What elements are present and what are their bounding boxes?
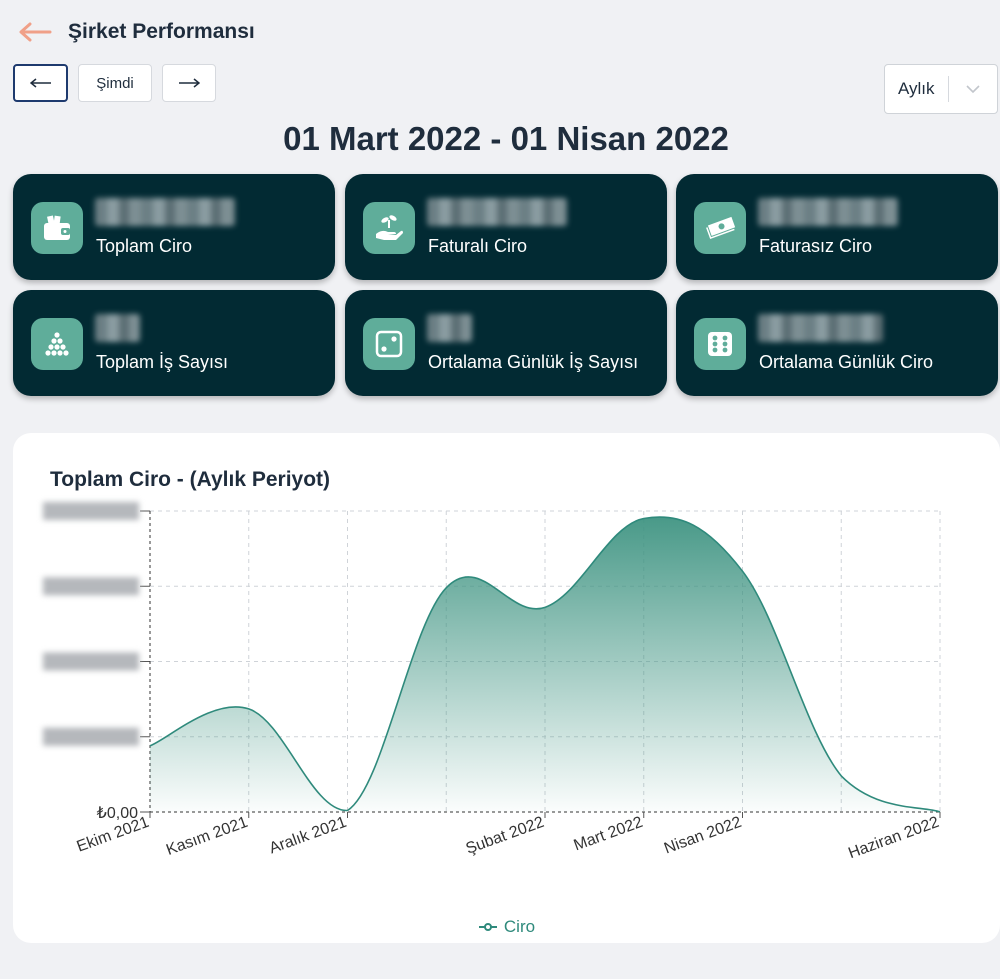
card-label: Toplam Ciro: [96, 236, 193, 256]
chart-card: Toplam Ciro - (Aylık Periyot) ₺0,00 Ekim …: [13, 433, 1000, 943]
y-tick-label: ₺0,00: [97, 805, 138, 822]
card-toplam-is-sayisi: Toplam İş Sayısı: [13, 290, 335, 396]
legend-label: Ciro: [503, 917, 536, 936]
card-label: Toplam İş Sayısı: [96, 352, 229, 372]
series-area-ciro: [150, 516, 940, 812]
hand-plant-icon: [363, 202, 415, 254]
y-tick-label-redacted: [43, 727, 139, 746]
y-tick-label-redacted: [43, 652, 139, 671]
x-tick-label: Haziran 2022: [846, 814, 941, 863]
period-select[interactable]: Aylık: [884, 64, 998, 114]
next-period-button[interactable]: [162, 64, 216, 102]
chevron-down-icon: [949, 84, 997, 94]
arrow-right-icon: [179, 78, 200, 88]
card-label: Faturalı Ciro: [428, 236, 528, 256]
wallet-icon: [31, 202, 83, 254]
card-label: Faturasız Ciro: [759, 236, 873, 256]
cash-stack-icon: [694, 202, 746, 254]
y-tick-label-redacted: [43, 577, 139, 596]
card-ortalama-gunluk-is-sayisi: Ortalama Günlük İş Sayısı: [345, 290, 667, 396]
page-header: Şirket Performansı: [18, 14, 255, 50]
period-navigation: Şimdi: [13, 64, 216, 102]
card-label: Ortalama Günlük Ciro: [759, 352, 934, 372]
card-faturali-ciro: Faturalı Ciro: [345, 174, 667, 280]
chart-title: Toplam Ciro - (Aylık Periyot): [50, 468, 331, 491]
x-tick-label: Kasım 2021: [164, 814, 250, 859]
date-range-title: 01 Mart 2022 - 01 Nisan 2022: [283, 120, 729, 157]
y-tick-label-redacted: [43, 502, 139, 520]
page-title: Şirket Performansı: [68, 20, 255, 43]
series-line-ciro: [149, 516, 941, 813]
arrow-left-icon: [29, 78, 51, 88]
select-divider: [948, 76, 949, 102]
card-label: Ortalama Günlük İş Sayısı: [428, 352, 639, 372]
current-period-button[interactable]: Şimdi: [78, 64, 152, 102]
card-value-redacted: [758, 314, 883, 342]
card-ortalama-gunluk-ciro: Ortalama Günlük Ciro: [676, 290, 998, 396]
card-value-redacted: [95, 314, 140, 342]
x-tick-label: Nisan 2022: [662, 814, 744, 858]
card-faturasiz-ciro: Faturasız Ciro: [676, 174, 998, 280]
card-value-redacted: [758, 198, 898, 226]
x-tick-label: Şubat 2022: [464, 814, 547, 858]
pyramid-dots-icon: [31, 318, 83, 370]
card-value-redacted: [427, 314, 472, 342]
card-value-redacted: [95, 198, 235, 226]
dice-six-icon: [694, 318, 746, 370]
x-tick-label: Mart 2022: [572, 814, 646, 855]
card-toplam-ciro: Toplam Ciro: [13, 174, 335, 280]
period-select-value: Aylık: [898, 79, 935, 98]
dice-two-icon: [363, 318, 415, 370]
chart-legend[interactable]: Ciro: [13, 917, 1000, 937]
previous-period-button[interactable]: [13, 64, 68, 102]
card-value-redacted: [427, 198, 567, 226]
x-tick-label: Aralık 2021: [267, 814, 349, 858]
legend-line-icon: [478, 923, 497, 931]
arrow-left-icon[interactable]: [18, 15, 52, 49]
